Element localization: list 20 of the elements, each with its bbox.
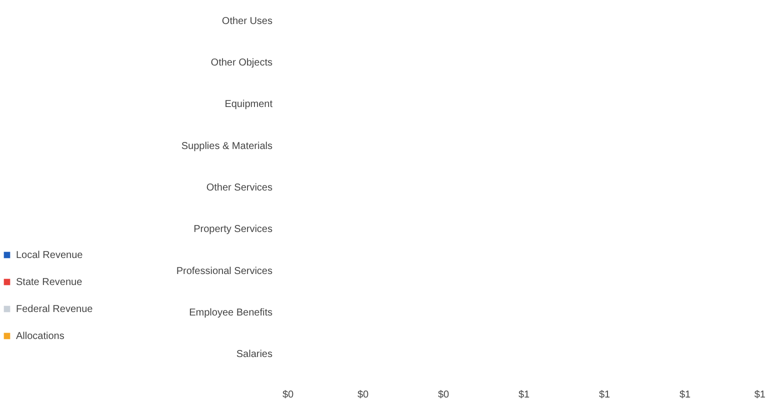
y-tick-label: Equipment xyxy=(224,99,273,110)
y-tick-label: Professional Services xyxy=(176,266,272,277)
x-tick-label: $0 xyxy=(357,390,369,400)
y-tick-label: Employee Benefits xyxy=(189,308,272,318)
y-tick-label: Salaries xyxy=(236,349,272,360)
y-tick-label: Supplies & Materials xyxy=(181,140,272,152)
y-tick-label: Other Services xyxy=(206,182,272,194)
legend-label: Local Revenue xyxy=(16,250,84,261)
x-tick-label: $1 xyxy=(679,390,691,400)
legend-label: Allocations xyxy=(16,331,64,342)
legend-label: Federal Revenue xyxy=(16,304,94,315)
y-tick-label: Other Objects xyxy=(210,58,272,68)
y-tick-label: Other Uses xyxy=(222,16,272,27)
y-tick-label: Property Services xyxy=(194,224,272,236)
x-tick-label: $1 xyxy=(598,390,610,400)
x-tick-label: $0 xyxy=(438,390,450,400)
x-tick-label: $1 xyxy=(518,390,530,400)
legend-label: State Revenue xyxy=(16,277,83,288)
x-tick-label: $0 xyxy=(282,390,294,400)
x-tick-label: $1 xyxy=(754,390,766,400)
